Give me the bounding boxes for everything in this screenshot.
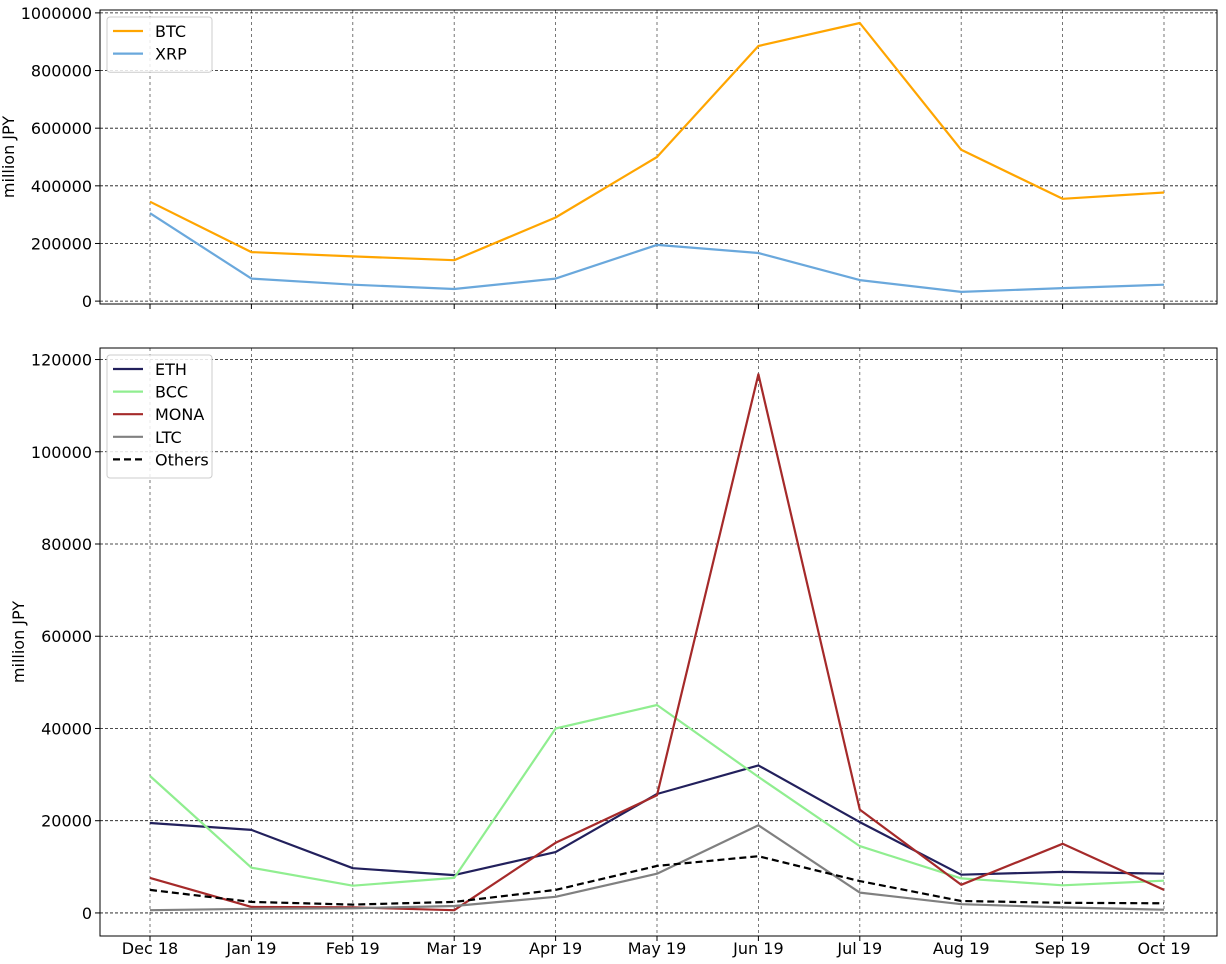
y-tick-label: 40000 [41, 719, 92, 738]
x-tick-label: Feb 19 [326, 939, 380, 958]
x-tick-label: Apr 19 [529, 939, 582, 958]
series-line-others [149, 855, 1165, 906]
y-tick-label: 600000 [31, 119, 92, 138]
series-line-mona [149, 373, 1165, 912]
x-tick-label: Dec 18 [122, 939, 178, 958]
legend-label-others: Others [155, 450, 209, 469]
x-tick-label: Jan 19 [225, 939, 276, 958]
y-tick-label: 60000 [41, 627, 92, 646]
x-tick-label: Mar 19 [426, 939, 482, 958]
legend-box [106, 354, 213, 479]
series-line-btc [149, 21, 1165, 262]
y-tick-label: 400000 [31, 177, 92, 196]
y-tick-label: 100000 [31, 443, 92, 462]
x-tick-label: Jul 19 [836, 939, 882, 958]
plot-frame [99, 9, 1218, 305]
y-tick-label: 800000 [31, 62, 92, 81]
y-tick-label: 80000 [41, 535, 92, 554]
x-tick-label: Aug 19 [933, 939, 990, 958]
plot-frame [99, 347, 1218, 937]
legend-label-eth: ETH [155, 360, 187, 379]
x-tick-label: Jun 19 [732, 939, 783, 958]
y-tick-label: 1000000 [21, 4, 92, 23]
x-tick-label: Sep 19 [1035, 939, 1091, 958]
legend-label-mona: MONA [155, 405, 204, 424]
series-line-bcc [149, 703, 1165, 887]
y-axis-label: million JPY [9, 601, 28, 683]
y-tick-label: 0 [82, 904, 92, 923]
chart-panel-1: 0 200000 400000 600000 800000 1000000 million … [0, 4, 1218, 311]
y-tick-label: 20000 [41, 812, 92, 831]
legend-label-bcc: BCC [155, 383, 188, 402]
series-line-xrp [149, 212, 1165, 293]
x-tick-label: May 19 [628, 939, 687, 958]
legend: ETH BCC MONA LTC Others [106, 354, 213, 479]
series-line-ltc [149, 824, 1165, 912]
y-tick-label: 200000 [31, 234, 92, 253]
y-axis-label: million JPY [0, 116, 18, 198]
legend-label-xrp: XRP [155, 45, 187, 64]
legend-label-btc: BTC [155, 22, 186, 41]
legend: BTC XRP [106, 16, 213, 73]
x-tick-label: Oct 19 [1137, 939, 1190, 958]
y-tick-label: 120000 [31, 351, 92, 370]
chart-panel-2: 0 20000 40000 60000 80000 100000 120000 Dec 18 J… [9, 347, 1218, 958]
y-tick-label: 0 [82, 292, 92, 311]
legend-label-ltc: LTC [155, 428, 182, 447]
